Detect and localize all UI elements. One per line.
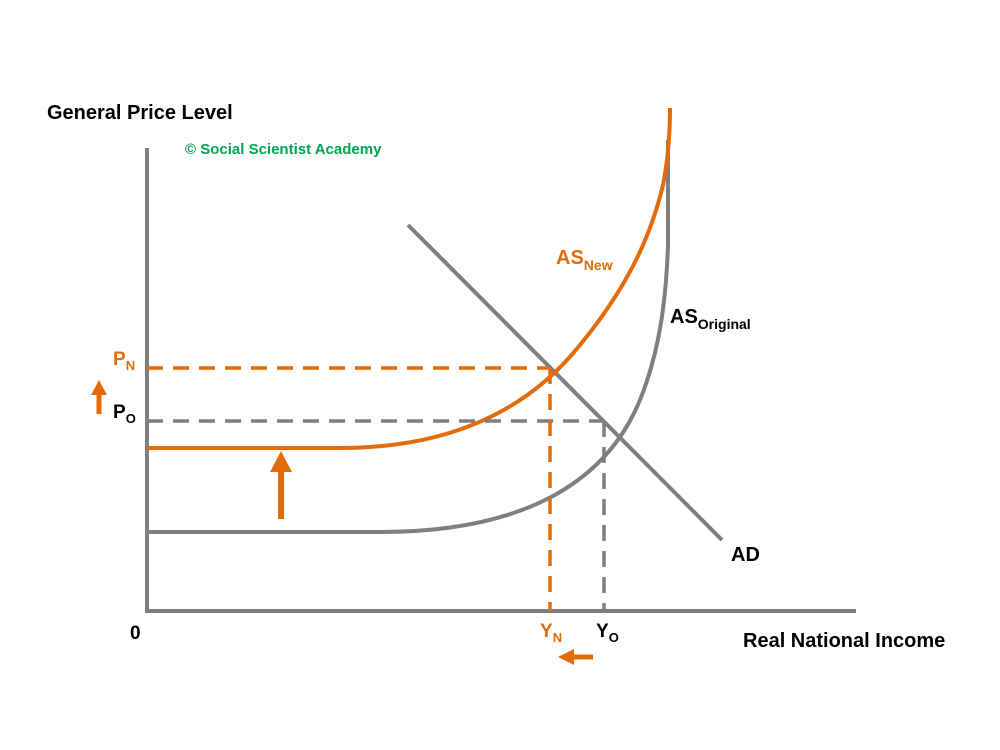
price-rise-arrow: [91, 380, 107, 414]
y-new-label: YN: [540, 621, 562, 645]
as-new-curve: [147, 107, 672, 450]
x-axis-title: Real National Income: [743, 630, 945, 652]
p-new-label: PN: [113, 349, 135, 373]
y-original-label: YO: [596, 621, 619, 645]
as-original-label: ASOriginal: [670, 306, 751, 332]
as-original-curve: [147, 140, 670, 534]
origin-label: 0: [130, 623, 141, 644]
p-original-label: PO: [113, 402, 136, 426]
as-new-label: ASNew: [556, 247, 613, 273]
output-fall-arrow: [558, 649, 593, 665]
ad-curve: [406, 223, 724, 542]
as-shift-up-arrow: [270, 451, 292, 519]
y-axis-title: General Price Level: [47, 102, 233, 124]
copyright-text: © Social Scientist Academy: [185, 141, 382, 158]
ad-label: AD: [731, 544, 760, 566]
